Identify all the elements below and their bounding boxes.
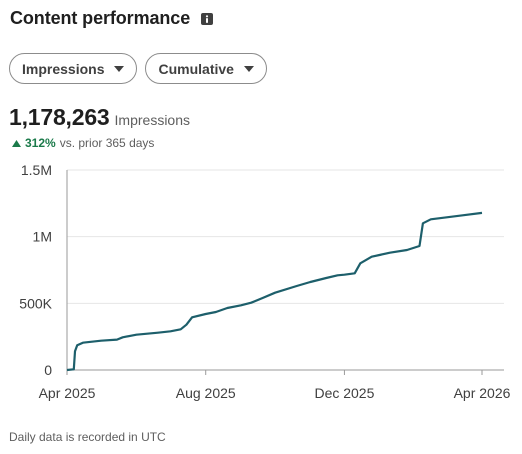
change-text: vs. prior 365 days — [59, 136, 155, 150]
metric-summary: 1,178,263 Impressions — [9, 104, 190, 131]
change-summary: 312% vs. prior 365 days — [12, 136, 154, 150]
triangle-up-icon — [12, 139, 21, 147]
chevron-down-icon — [243, 65, 254, 72]
metric-dropdown-label: Impressions — [22, 60, 105, 77]
y-tick-label: 0 — [44, 362, 52, 378]
change-percent: 312% — [25, 136, 56, 150]
mode-dropdown-label: Cumulative — [158, 60, 234, 77]
mode-dropdown[interactable]: Cumulative — [145, 53, 267, 84]
y-tick-label: 1.5M — [21, 162, 52, 178]
y-tick-label: 1M — [33, 229, 52, 245]
header: Content performance — [10, 8, 214, 29]
metric-value: 1,178,263 — [9, 104, 110, 130]
impressions-line — [66, 211, 483, 372]
metric-dropdown[interactable]: Impressions — [9, 53, 138, 84]
chevron-down-icon — [114, 65, 125, 72]
x-tick-label: Aug 2025 — [176, 385, 236, 401]
y-tick-label: 500K — [19, 295, 52, 311]
footnote: Daily data is recorded in UTC — [9, 430, 166, 444]
page-title: Content performance — [10, 8, 191, 28]
x-tick-label: Apr 2025 — [39, 385, 96, 401]
filter-bar: Impressions Cumulative — [9, 53, 267, 84]
x-tick-label: Apr 2026 — [454, 385, 511, 401]
metric-label: Impressions — [114, 112, 190, 128]
x-tick-label: Dec 2025 — [314, 385, 374, 401]
impressions-chart: 0 500K 1M 1.5M Apr 2025 Aug 2025 Dec 2025 Apr 2… — [19, 162, 511, 401]
info-icon[interactable] — [200, 12, 214, 26]
